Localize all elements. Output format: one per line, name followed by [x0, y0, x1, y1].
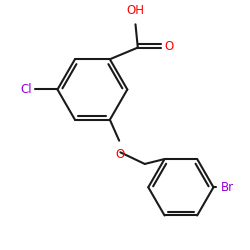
- Text: O: O: [164, 40, 174, 53]
- Text: Br: Br: [220, 181, 234, 194]
- Text: Cl: Cl: [20, 83, 32, 96]
- Text: OH: OH: [126, 4, 144, 17]
- Text: O: O: [116, 148, 125, 161]
